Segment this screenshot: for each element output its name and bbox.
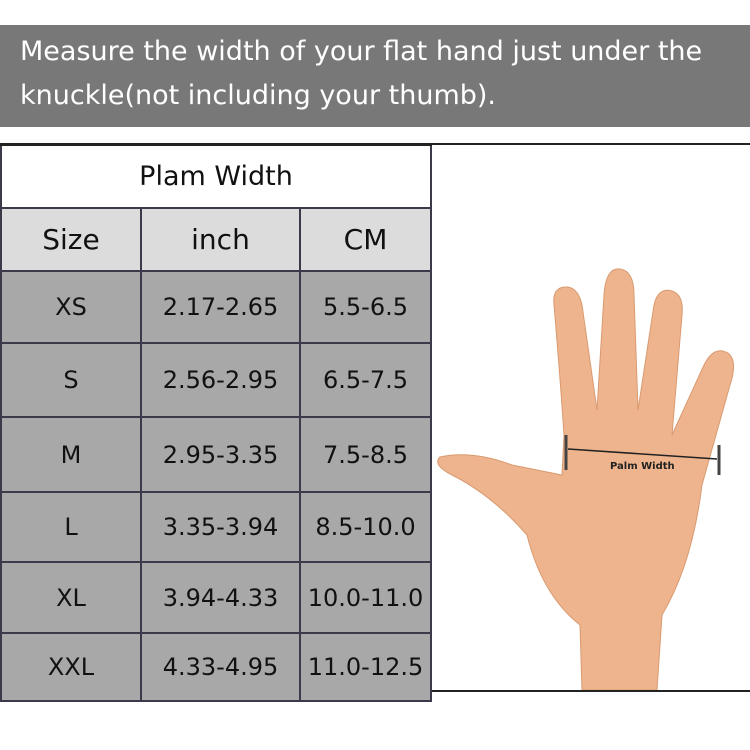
cm-cell: 5.5-6.5	[299, 270, 432, 344]
header-inch: inch	[140, 207, 301, 272]
inch-cell: 4.33-4.95	[140, 632, 301, 702]
size-cell: XS	[0, 270, 142, 344]
table-row: M 2.95-3.35 7.5-8.5	[0, 416, 432, 493]
table-row: XXL 4.33-4.95 11.0-12.5	[0, 632, 432, 702]
header-size: Size	[0, 207, 142, 272]
cm-cell: 10.0-11.0	[299, 561, 432, 634]
size-cell: S	[0, 342, 142, 418]
cm-cell: 7.5-8.5	[299, 416, 432, 493]
table-row: XS 2.17-2.65 5.5-6.5	[0, 270, 432, 344]
size-cell: M	[0, 416, 142, 493]
cm-cell: 6.5-7.5	[299, 342, 432, 418]
inch-cell: 2.17-2.65	[140, 270, 301, 344]
cm-cell: 11.0-12.5	[299, 632, 432, 702]
table-row: L 3.35-3.94 8.5-10.0	[0, 491, 432, 563]
inch-cell: 3.35-3.94	[140, 491, 301, 563]
header-cm: CM	[299, 207, 432, 272]
size-cell: XXL	[0, 632, 142, 702]
table-row: S 2.56-2.95 6.5-7.5	[0, 342, 432, 418]
size-table: Plam Width Size inch CM XS 2.17-2.65 5.5-6…	[0, 143, 432, 702]
size-cell: L	[0, 491, 142, 563]
cm-cell: 8.5-10.0	[299, 491, 432, 563]
table-row: XL 3.94-4.33 10.0-11.0	[0, 561, 432, 634]
hand-shape	[437, 268, 734, 691]
inch-cell: 3.94-4.33	[140, 561, 301, 634]
hand-illustration: Palm Width	[432, 143, 750, 692]
inch-cell: 2.95-3.35	[140, 416, 301, 493]
palm-width-label: Palm Width	[610, 461, 675, 472]
size-cell: XL	[0, 561, 142, 634]
instruction-banner: Measure the width of your flat hand just…	[0, 25, 750, 127]
table-title: Plam Width	[0, 143, 432, 209]
inch-cell: 2.56-2.95	[140, 342, 301, 418]
